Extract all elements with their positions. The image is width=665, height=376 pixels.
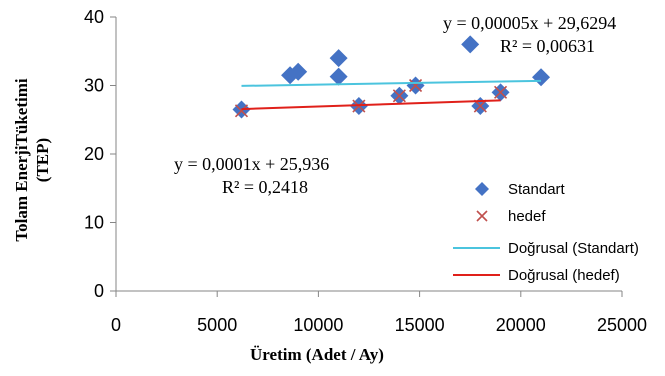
y-axis-title-line2: (TEP): [33, 138, 52, 182]
x-tick-label: 15000: [395, 315, 445, 335]
legend-label-hedef-trend: Doğrusal (hedef): [508, 267, 620, 284]
standart-point: [232, 100, 251, 119]
y-tick-label: 20: [84, 144, 104, 164]
x-tick-label: 25000: [597, 315, 647, 335]
hedef-point: [234, 104, 249, 118]
hedef-trend-r2: R² = 0,2418: [222, 177, 308, 197]
standart-trend-line: [241, 79, 542, 87]
hedef-trend-line: [241, 99, 501, 111]
x-tick-label: 0: [111, 315, 121, 335]
legend: Standart hedef Doğrusal (Standart) Doğru…: [453, 181, 639, 284]
legend-diamond-marker: [475, 182, 489, 196]
standart-point: [329, 67, 348, 86]
y-tick-label: 40: [84, 7, 104, 27]
standart-point: [329, 49, 348, 68]
standart-point: [289, 62, 308, 81]
x-axis-title: Üretim (Adet / Ay): [250, 345, 384, 364]
y-axis-title-line1: Tolam EnerjiTüketimi: [12, 78, 31, 242]
standart-trend-r2: R² = 0,00631: [500, 36, 595, 56]
x-tick-label: 20000: [496, 315, 546, 335]
legend-item-hedef-trend: Doğrusal (hedef): [453, 267, 620, 284]
hedef-point: [408, 78, 423, 93]
y-tick-label: 30: [84, 76, 104, 96]
legend-item-standart: Standart: [475, 181, 566, 198]
hedef-trend-equation: y = 0,0001x + 25,936: [174, 154, 329, 174]
legend-item-hedef: hedef: [476, 208, 546, 225]
legend-item-standart-trend: Doğrusal (Standart): [453, 240, 639, 257]
legend-label-standart-trend: Doğrusal (Standart): [508, 240, 639, 257]
standart-point: [461, 35, 480, 54]
hedef-point: [392, 89, 406, 103]
standart-trend-equation: y = 0,00005x + 29,6294: [443, 13, 616, 33]
axes: 0 10 20 30 40 0 5000 10000 15000 20000 25000: [84, 7, 647, 335]
hedef-point: [493, 85, 508, 99]
legend-label-standart: Standart: [508, 181, 566, 198]
legend-x-marker: [476, 210, 488, 222]
trend-lines: [241, 79, 542, 111]
chart-marks: [232, 35, 551, 119]
y-tick-label: 0: [94, 281, 104, 301]
legend-label-hedef: hedef: [508, 208, 546, 225]
x-tick-label: 10000: [293, 315, 343, 335]
standart-point: [532, 68, 551, 87]
y-tick-label: 10: [84, 213, 104, 233]
x-tick-label: 5000: [197, 315, 237, 335]
